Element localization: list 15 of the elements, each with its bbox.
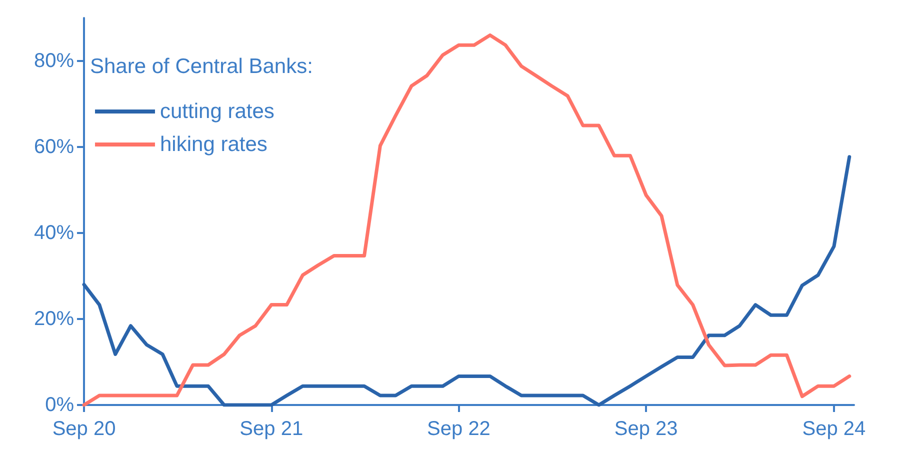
y-tick-label: 0% [45,394,74,416]
y-tick-label: 20% [34,308,74,330]
y-tick-label: 80% [34,50,74,72]
line-series [82,155,852,407]
x-tick-label: Sep 21 [240,418,304,440]
y-tick-label: 60% [34,136,74,158]
y-tick-label: 40% [34,222,74,244]
line-series [82,33,852,407]
x-tick-label: Sep 24 [802,418,866,440]
x-tick-label: Sep 23 [614,418,678,440]
legend-label: hiking rates [160,133,268,156]
x-tick-label: Sep 22 [427,418,490,440]
legend-label: cutting rates [160,100,274,123]
x-tick-label: Sep 20 [52,418,116,440]
legend-title: Share of Central Banks: [90,55,313,78]
